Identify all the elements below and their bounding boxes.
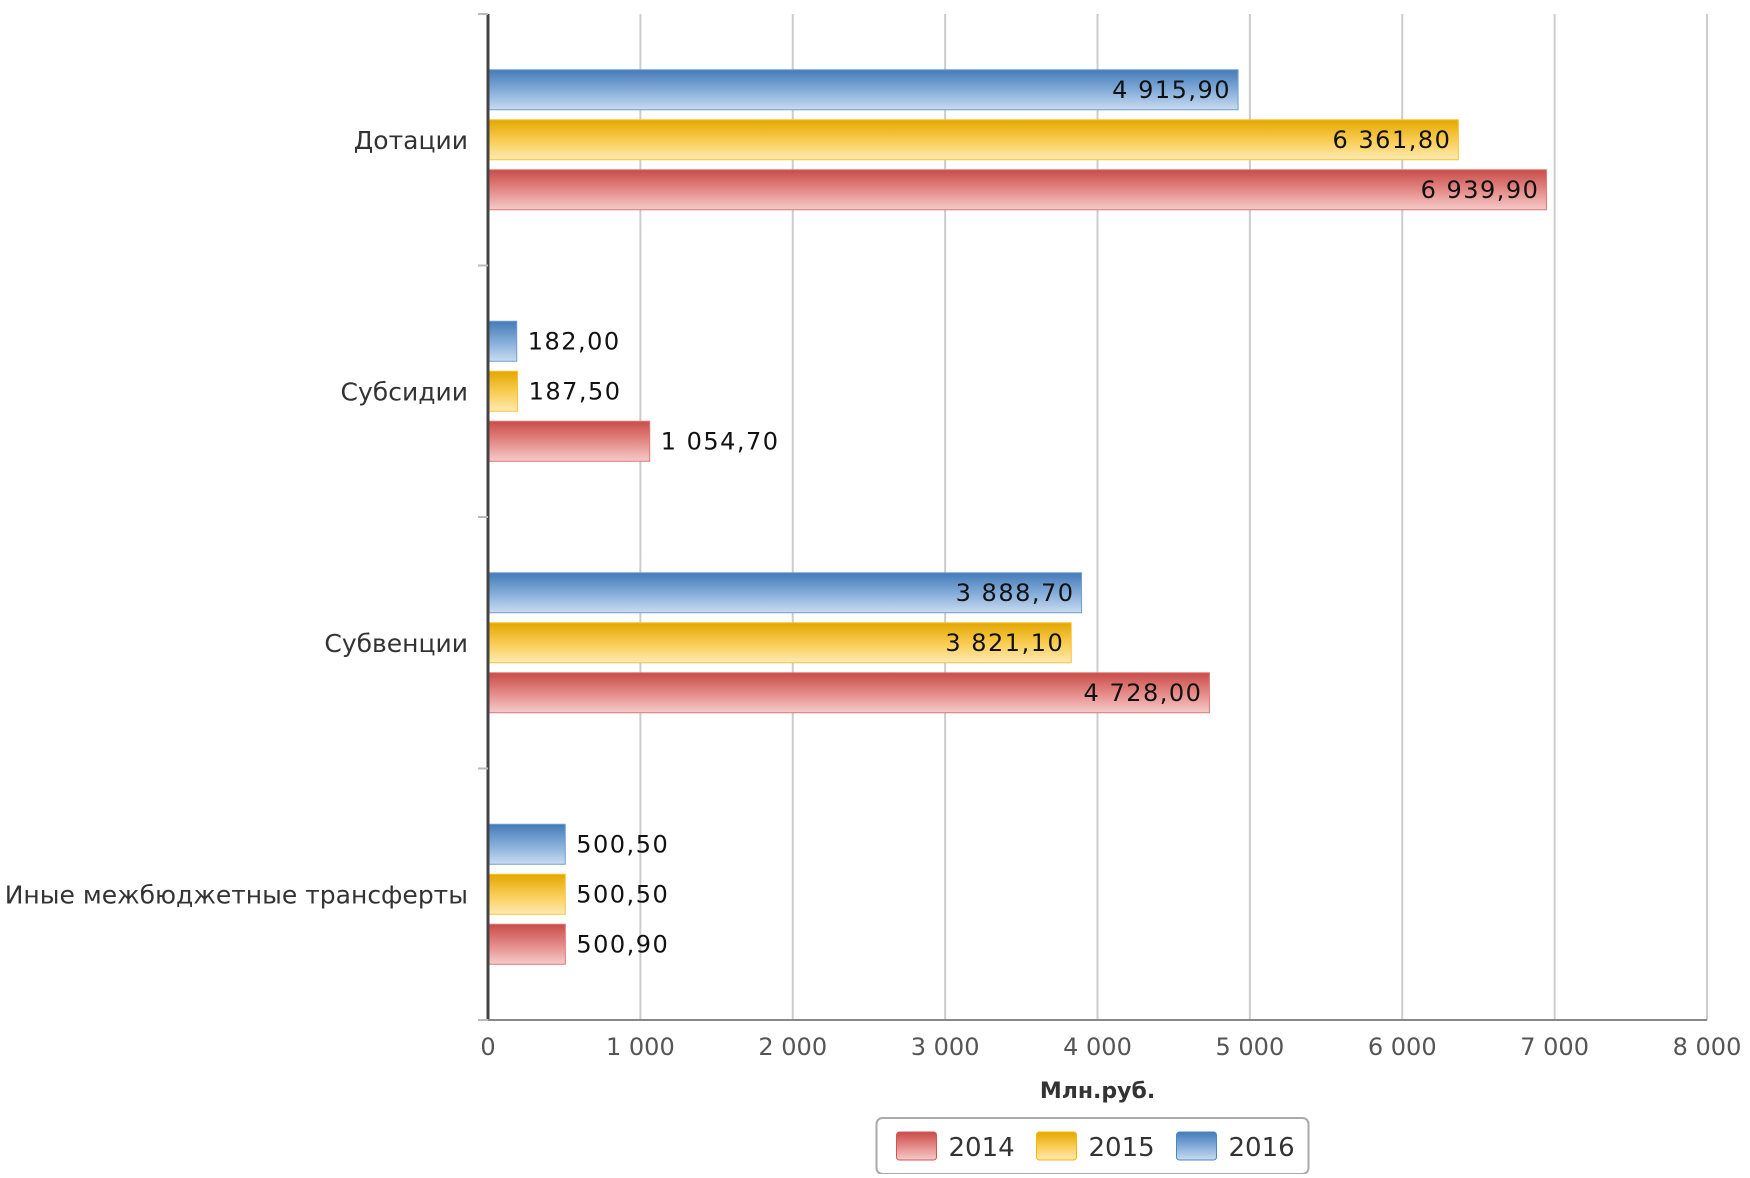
legend-label[interactable]: 2014 xyxy=(949,1133,1015,1163)
x-tick-label: 8 000 xyxy=(1673,1033,1742,1061)
data-label: 3 888,70 xyxy=(956,579,1075,607)
x-tick-label: 2 000 xyxy=(758,1033,827,1061)
category-label: Субвенции xyxy=(324,629,468,658)
data-label: 1 054,70 xyxy=(661,427,780,455)
data-label: 182,00 xyxy=(528,327,621,355)
legend-swatch[interactable] xyxy=(1036,1131,1077,1161)
data-label: 500,50 xyxy=(576,830,669,858)
category-label: Субсидии xyxy=(341,377,468,406)
bar[interactable] xyxy=(488,622,1072,664)
data-label: 6 939,90 xyxy=(1421,176,1540,204)
bar[interactable] xyxy=(488,923,566,965)
bar[interactable] xyxy=(488,320,518,362)
bar[interactable] xyxy=(488,119,1459,161)
x-tick-label: 7 000 xyxy=(1520,1033,1589,1061)
axes: 0 1 000 2 000 3 000 4 000 5 000 6 000 7 000 8 00… xyxy=(5,13,1742,1061)
bar[interactable] xyxy=(488,420,651,462)
data-label: 187,50 xyxy=(529,377,622,405)
data-label: 500,50 xyxy=(576,880,669,908)
data-label: 6 361,80 xyxy=(1333,126,1452,154)
grid-lines xyxy=(639,14,1708,1020)
data-label: 4 728,00 xyxy=(1084,679,1203,707)
legend-label[interactable]: 2015 xyxy=(1089,1133,1155,1163)
data-labels: 4 915,90 6 361,80 6 939,90 182,00 187,50 1 05… xyxy=(528,76,1540,959)
x-tick-label: 0 xyxy=(480,1033,495,1061)
legend[interactable]: 2014 2015 2016 xyxy=(875,1117,1310,1175)
data-label: 500,90 xyxy=(576,930,669,958)
legend-label[interactable]: 2016 xyxy=(1229,1133,1295,1163)
bar[interactable] xyxy=(488,572,1083,614)
bar[interactable] xyxy=(488,873,566,915)
bar[interactable] xyxy=(488,169,1547,211)
x-tick-label: 6 000 xyxy=(1368,1033,1437,1061)
category-label: Иные межбюджетные трансферты xyxy=(5,880,468,909)
bars xyxy=(488,69,1547,965)
bar[interactable] xyxy=(488,370,519,412)
x-tick-label: 3 000 xyxy=(911,1033,980,1061)
x-tick-label: 1 000 xyxy=(606,1033,675,1061)
category-label: Дотации xyxy=(354,126,468,155)
x-tick-label: 4 000 xyxy=(1063,1033,1132,1061)
x-axis-title: Млн.руб. xyxy=(1040,1079,1155,1104)
x-tick-label: 5 000 xyxy=(1216,1033,1285,1061)
bar[interactable] xyxy=(488,823,566,865)
data-label: 3 821,10 xyxy=(945,629,1064,657)
bar[interactable] xyxy=(488,672,1210,714)
data-label: 4 915,90 xyxy=(1112,76,1231,104)
legend-swatch[interactable] xyxy=(1176,1131,1217,1161)
legend-swatch[interactable] xyxy=(896,1131,937,1161)
